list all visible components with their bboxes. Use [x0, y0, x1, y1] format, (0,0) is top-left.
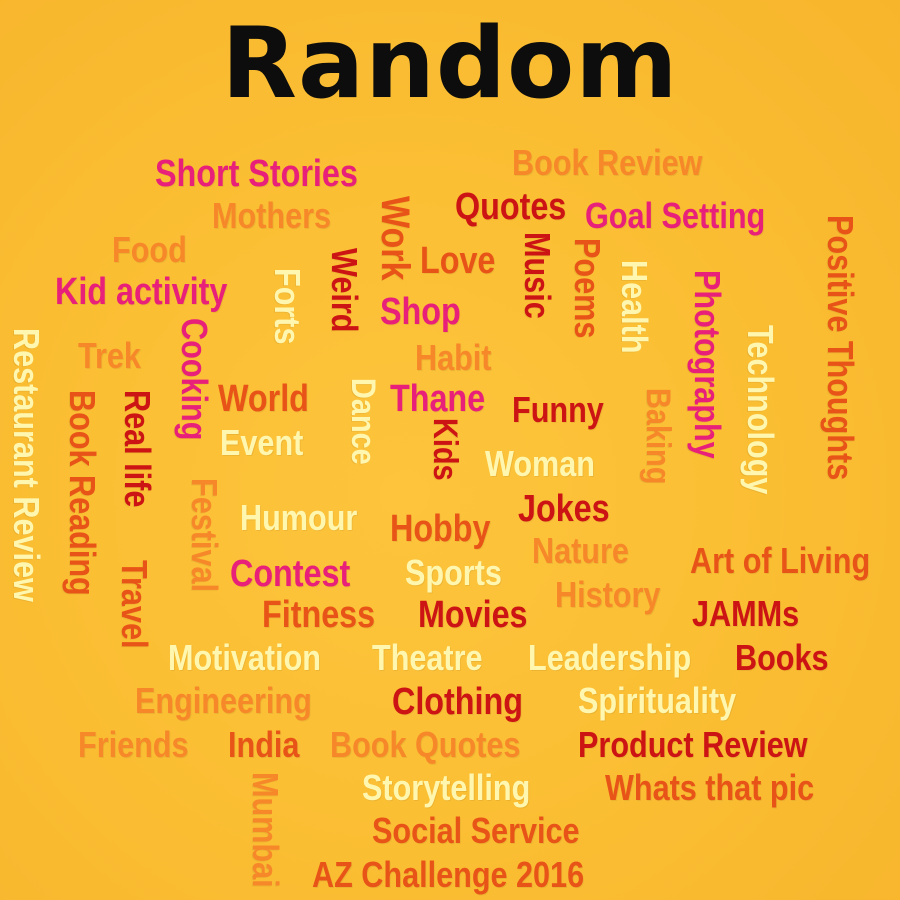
tag-goal-setting: Goal Setting	[585, 195, 766, 236]
tag-contest: Contest	[230, 553, 351, 595]
tag-work: Work	[373, 196, 417, 281]
tag-sports: Sports	[405, 552, 502, 593]
tag-book-reading: Book Reading	[62, 390, 103, 596]
tag-habit: Habit	[415, 337, 492, 378]
tag-friends: Friends	[78, 724, 189, 765]
tag-love: Love	[420, 240, 496, 282]
tag-az-challenge-2016: AZ Challenge 2016	[312, 854, 585, 895]
tag-music: Music	[517, 232, 558, 319]
tag-humour: Humour	[240, 497, 358, 538]
tag-book-review: Book Review	[512, 142, 703, 183]
tag-trek: Trek	[78, 335, 141, 376]
tag-dance: Dance	[344, 378, 382, 465]
tag-quotes: Quotes	[455, 186, 567, 228]
tag-theatre: Theatre	[372, 637, 483, 678]
tag-india: India	[228, 724, 300, 765]
tag-health: Health	[614, 260, 655, 354]
tag-funny: Funny	[512, 389, 604, 430]
tag-art-of-living: Art of Living	[690, 540, 871, 581]
tag-history: History	[555, 574, 661, 615]
tag-storytelling: Storytelling	[362, 767, 531, 808]
tag-motivation: Motivation	[168, 637, 321, 678]
tag-hobby: Hobby	[390, 508, 491, 550]
tag-positive-thoughts: Positive Thoughts	[820, 215, 861, 481]
tag-photography: Photography	[687, 270, 728, 459]
tag-jokes: Jokes	[518, 488, 610, 530]
tag-movies: Movies	[418, 594, 528, 636]
tag-food: Food	[112, 229, 187, 270]
tag-festival: Festival	[184, 478, 225, 592]
tag-thane: Thane	[390, 378, 486, 420]
tag-woman: Woman	[485, 443, 595, 484]
tag-books: Books	[735, 637, 829, 678]
tag-nature: Nature	[532, 530, 629, 571]
tag-book-quotes: Book Quotes	[330, 724, 521, 765]
tag-kids: Kids	[426, 418, 464, 481]
tag-whats-that-pic: Whats that pic	[605, 767, 815, 808]
tag-poems: Poems	[567, 238, 608, 339]
tag-jamms: JAMMs	[692, 593, 800, 634]
tag-social-service: Social Service	[372, 810, 580, 851]
tag-weird: Weird	[324, 248, 365, 333]
tag-fitness: Fitness	[262, 594, 376, 636]
tag-shop: Shop	[380, 291, 461, 333]
tag-spirituality: Spirituality	[578, 680, 737, 721]
tag-clothing: Clothing	[392, 681, 523, 723]
tag-mothers: Mothers	[212, 195, 332, 236]
tag-event: Event	[220, 422, 304, 463]
tag-mumbai: Mumbai	[245, 772, 286, 888]
tag-kid-activity: Kid activity	[55, 271, 228, 313]
tag-leadership: Leadership	[528, 637, 692, 678]
page-title: Random	[221, 7, 679, 121]
tag-cooking: Cooking	[174, 318, 215, 441]
tag-engineering: Engineering	[135, 680, 312, 721]
tag-short-stories: Short Stories	[155, 153, 358, 195]
tag-product-review: Product Review	[578, 724, 808, 765]
tag-forts: Forts	[267, 268, 308, 345]
tag-real-life: Real life	[117, 390, 158, 508]
tag-world: World	[218, 378, 309, 420]
tag-travel: Travel	[114, 560, 155, 649]
tag-baking: Baking	[639, 388, 677, 485]
tag-restaurant-review: Restaurant Review	[6, 328, 47, 602]
tag-technology: Technology	[740, 325, 781, 495]
